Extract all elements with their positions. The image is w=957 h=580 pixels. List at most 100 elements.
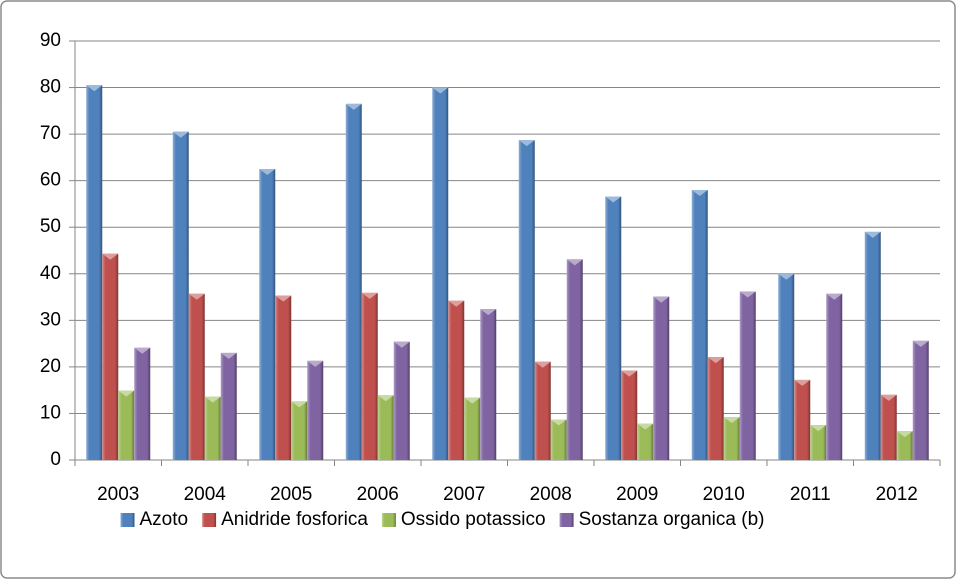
bar xyxy=(912,340,929,460)
bar-bevel xyxy=(259,169,276,176)
bar xyxy=(275,295,292,460)
x-tick-label: 2008 xyxy=(530,484,572,505)
bar xyxy=(377,395,394,460)
bar-bevel xyxy=(86,85,103,92)
x-tick-label: 2007 xyxy=(443,484,485,505)
bar-bevel xyxy=(723,417,740,424)
bar-bevel xyxy=(739,291,756,298)
legend-label: Anidride fosforica xyxy=(221,509,368,530)
y-tick-label: 10 xyxy=(40,402,61,423)
bar xyxy=(291,401,308,460)
bar-bevel xyxy=(464,397,481,404)
bar xyxy=(361,292,378,460)
bar-bevel xyxy=(188,293,205,300)
bar-bevel xyxy=(134,347,151,354)
bar xyxy=(621,370,638,460)
bar xyxy=(220,352,237,460)
bar xyxy=(345,103,362,460)
bar-bevel xyxy=(102,253,119,260)
bar-bevel xyxy=(826,293,843,300)
bar xyxy=(794,379,811,460)
bar xyxy=(518,140,535,460)
bar xyxy=(432,87,449,461)
y-tick-label: 50 xyxy=(40,216,61,237)
bar xyxy=(259,169,276,460)
bar xyxy=(896,431,913,460)
bar-bevel xyxy=(275,295,292,302)
y-tick-label: 60 xyxy=(40,170,61,191)
bar xyxy=(448,300,465,460)
bar xyxy=(826,293,843,460)
bar xyxy=(118,390,135,460)
legend-swatch xyxy=(120,513,135,527)
y-tick-label: 0 xyxy=(50,449,61,470)
bar-bevel xyxy=(566,259,583,266)
bar-bevel xyxy=(518,140,535,147)
bar xyxy=(188,293,205,460)
bar-bevel xyxy=(393,341,410,348)
x-tick-label: 2004 xyxy=(184,484,227,505)
bar-bevel xyxy=(912,340,929,347)
x-tick-label: 2005 xyxy=(270,484,312,505)
bar-bevel xyxy=(307,360,324,367)
bar xyxy=(778,273,795,460)
bar-bevel xyxy=(864,231,881,238)
bar-bevel xyxy=(880,394,897,401)
bar-bevel xyxy=(204,396,221,403)
x-tick-label: 2003 xyxy=(97,484,139,505)
y-tick-label: 80 xyxy=(40,77,61,98)
bar-bevel xyxy=(291,401,308,408)
bar xyxy=(550,419,567,460)
bar xyxy=(464,397,481,460)
bar-bevel xyxy=(621,370,638,377)
bar xyxy=(880,394,897,460)
bar xyxy=(605,196,622,461)
bar xyxy=(691,189,708,460)
bar-bevel xyxy=(810,425,827,432)
bar xyxy=(134,347,151,460)
bar-bevel xyxy=(220,352,237,359)
bar-bevel xyxy=(480,309,497,316)
bar-bevel xyxy=(605,196,622,203)
bar xyxy=(480,309,497,460)
bar-bevel xyxy=(794,379,811,386)
y-tick-label: 30 xyxy=(40,309,61,330)
bar-bevel xyxy=(118,390,135,397)
legend-label: Azoto xyxy=(140,509,189,530)
bar-bevel xyxy=(432,87,449,94)
bar-bevel xyxy=(550,419,567,426)
x-tick-label: 2009 xyxy=(616,484,658,505)
bar-bevel xyxy=(377,395,394,402)
y-tick-label: 40 xyxy=(40,263,61,284)
bar xyxy=(102,253,119,460)
bar xyxy=(307,360,324,460)
bar-bevel xyxy=(172,131,189,138)
bar-bevel xyxy=(534,361,551,368)
y-tick-label: 90 xyxy=(40,30,61,51)
bar xyxy=(739,291,756,460)
legend-swatch xyxy=(202,513,217,527)
x-tick-label: 2010 xyxy=(703,484,745,505)
bar-bevel xyxy=(896,431,913,438)
bar xyxy=(810,425,827,460)
bar-bevel xyxy=(361,292,378,299)
legend-label: Sostanza organica (b) xyxy=(579,509,765,530)
bar-bevel xyxy=(448,300,465,307)
x-tick-label: 2006 xyxy=(357,484,399,505)
bar-bevel xyxy=(691,189,708,196)
y-tick-label: 20 xyxy=(40,356,61,377)
bar xyxy=(864,231,881,460)
bar xyxy=(86,85,103,460)
bar xyxy=(393,341,410,460)
x-tick-label: 2011 xyxy=(790,484,831,505)
legend-swatch xyxy=(381,513,396,527)
bar xyxy=(653,296,670,460)
bar xyxy=(204,396,221,460)
bar xyxy=(723,417,740,460)
bar xyxy=(637,423,654,460)
legend-label: Ossido potassico xyxy=(401,509,546,530)
bar-bevel xyxy=(653,296,670,303)
legend-swatch xyxy=(559,513,574,527)
bar-bevel xyxy=(637,423,654,430)
